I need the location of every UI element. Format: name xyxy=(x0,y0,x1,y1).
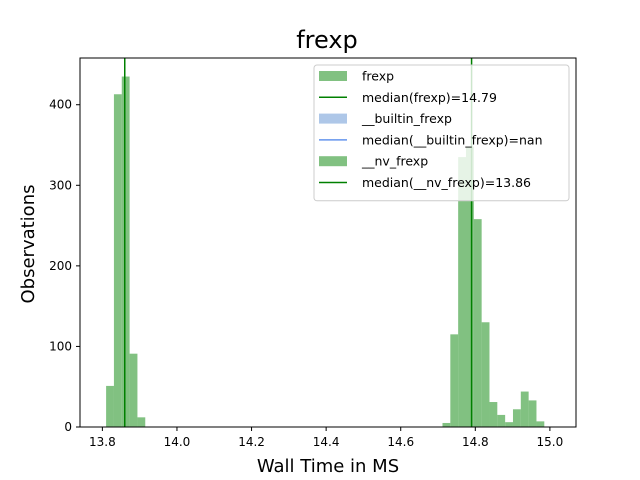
bar-frexp-3 xyxy=(465,146,474,427)
legend-label: frexp xyxy=(362,69,394,84)
bar-frexp-12 xyxy=(536,421,545,427)
legend-label: median(__nv_frexp)=13.86 xyxy=(362,175,531,190)
y-tick-label: 300 xyxy=(49,178,72,192)
bar-frexp-11 xyxy=(528,400,537,427)
bar-frexp-4 xyxy=(473,219,482,427)
legend-label: __nv_frexp xyxy=(361,154,428,169)
bar-nvfrexp-3 xyxy=(129,353,138,427)
y-axis-title: Observations xyxy=(18,185,39,304)
y-tick-label: 100 xyxy=(49,339,72,353)
bar-nvfrexp-1 xyxy=(113,94,122,427)
bar-frexp-10 xyxy=(520,391,529,427)
x-tick-label: 14.4 xyxy=(313,435,340,449)
y-tick-label: 400 xyxy=(49,98,72,112)
legend-box xyxy=(313,64,570,202)
legend-label: __builtin_frexp xyxy=(361,111,452,126)
plot-frame xyxy=(79,57,577,428)
bar-frexp-8 xyxy=(505,422,513,427)
legend-label: median(__builtin_frexp)=nan xyxy=(362,132,543,147)
x-tick-label: 14.6 xyxy=(387,435,414,449)
bar-nvfrexp-0 xyxy=(106,385,114,427)
y-axis-ticks: 0 100 200 300 400 xyxy=(49,98,80,434)
x-tick-label: 14.8 xyxy=(462,435,489,449)
x-tick-label: 14.2 xyxy=(238,435,265,449)
bar-frexp-0 xyxy=(442,422,451,427)
bar-frexp-5 xyxy=(481,322,490,427)
bar-nvfrexp-2 xyxy=(121,76,130,427)
x-tick-label: 14.0 xyxy=(164,435,191,449)
x-tick-label: 15.0 xyxy=(537,435,564,449)
x-axis-title: Wall Time in MS xyxy=(257,456,399,477)
histogram-bars xyxy=(106,76,545,427)
y-tick-label: 200 xyxy=(49,259,72,273)
x-axis-ticks: 13.8 14.0 14.2 14.4 14.6 14.8 15.0 xyxy=(89,427,563,449)
bar-frexp-9 xyxy=(512,409,521,427)
x-tick-label: 13.8 xyxy=(89,435,116,449)
y-tick-label: 0 xyxy=(64,420,72,434)
bar-frexp-2 xyxy=(458,157,466,427)
legend-patch xyxy=(319,71,347,81)
chart-title: frexp xyxy=(296,26,358,54)
legend-patch xyxy=(319,156,347,167)
legend-patch xyxy=(319,113,347,124)
bar-nvfrexp-4 xyxy=(137,417,146,427)
legend-label: median(frexp)=14.79 xyxy=(362,90,497,105)
legend: frexp median(frexp)=14.79 __builtin_frexpm… xyxy=(313,64,570,202)
bar-frexp-6 xyxy=(489,402,498,427)
bar-frexp-1 xyxy=(450,334,459,427)
bar-frexp-7 xyxy=(497,414,506,427)
